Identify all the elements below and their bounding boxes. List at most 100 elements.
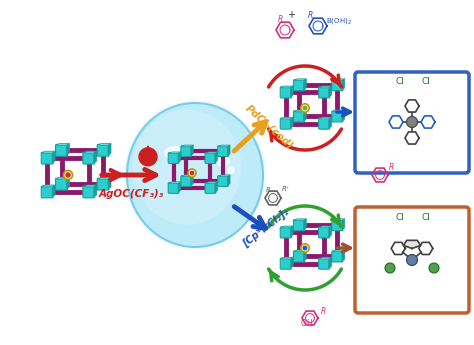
Circle shape (188, 169, 196, 177)
Polygon shape (294, 110, 306, 112)
FancyBboxPatch shape (293, 111, 305, 122)
Polygon shape (333, 110, 345, 112)
FancyBboxPatch shape (280, 227, 292, 238)
Polygon shape (42, 151, 55, 153)
Polygon shape (206, 182, 218, 184)
Polygon shape (291, 117, 293, 128)
Polygon shape (403, 240, 420, 248)
Polygon shape (281, 117, 293, 119)
FancyBboxPatch shape (332, 80, 343, 91)
FancyBboxPatch shape (319, 258, 330, 269)
FancyBboxPatch shape (181, 176, 191, 186)
Text: AgOC(CF₃)₃: AgOC(CF₃)₃ (99, 189, 164, 199)
Polygon shape (329, 117, 331, 128)
Polygon shape (228, 175, 230, 185)
Polygon shape (84, 185, 97, 187)
Polygon shape (219, 145, 230, 147)
Polygon shape (215, 152, 218, 162)
Polygon shape (319, 226, 331, 228)
Circle shape (301, 244, 310, 252)
Circle shape (139, 148, 157, 166)
Polygon shape (333, 79, 345, 81)
Ellipse shape (127, 103, 263, 247)
Ellipse shape (133, 109, 241, 225)
FancyBboxPatch shape (205, 183, 216, 193)
FancyBboxPatch shape (332, 111, 343, 122)
Polygon shape (169, 152, 181, 154)
Text: $R$: $R$ (320, 305, 327, 316)
Polygon shape (291, 257, 293, 268)
Polygon shape (191, 145, 193, 156)
FancyBboxPatch shape (205, 153, 216, 164)
Polygon shape (281, 257, 293, 259)
Text: Cl: Cl (396, 77, 404, 86)
Polygon shape (108, 144, 111, 155)
Text: Cl: Cl (396, 213, 404, 222)
FancyBboxPatch shape (293, 251, 305, 262)
Polygon shape (143, 146, 154, 157)
Polygon shape (182, 145, 193, 147)
FancyBboxPatch shape (181, 146, 191, 157)
Circle shape (64, 170, 73, 180)
Circle shape (385, 263, 395, 273)
Polygon shape (94, 151, 97, 163)
FancyBboxPatch shape (319, 118, 330, 129)
FancyBboxPatch shape (293, 220, 305, 231)
Ellipse shape (126, 101, 264, 248)
FancyBboxPatch shape (41, 186, 53, 198)
Polygon shape (228, 145, 230, 156)
Ellipse shape (124, 99, 266, 250)
Polygon shape (303, 250, 306, 261)
Text: PdCl₂(cod): PdCl₂(cod) (243, 103, 295, 151)
FancyBboxPatch shape (218, 146, 228, 157)
Text: $+$: $+$ (288, 9, 297, 20)
FancyBboxPatch shape (355, 207, 469, 313)
Ellipse shape (124, 100, 266, 250)
Circle shape (216, 153, 230, 167)
Polygon shape (281, 86, 293, 88)
Polygon shape (98, 144, 111, 145)
Circle shape (302, 105, 308, 111)
Text: [Cp*IrCl₂]₂: [Cp*IrCl₂]₂ (241, 207, 291, 249)
Polygon shape (303, 219, 306, 230)
Polygon shape (291, 86, 293, 97)
Polygon shape (108, 177, 111, 189)
Polygon shape (329, 86, 331, 97)
Circle shape (302, 245, 308, 251)
Polygon shape (291, 226, 293, 237)
Polygon shape (182, 175, 193, 177)
FancyBboxPatch shape (83, 186, 95, 198)
Text: $R$: $R$ (265, 185, 271, 194)
Polygon shape (342, 110, 345, 121)
Polygon shape (294, 79, 306, 81)
Polygon shape (319, 257, 331, 259)
FancyBboxPatch shape (293, 80, 305, 91)
Polygon shape (169, 182, 181, 184)
Text: $\mathrm{OH}$: $\mathrm{OH}$ (300, 317, 312, 328)
Circle shape (407, 117, 418, 128)
Ellipse shape (125, 101, 265, 249)
Polygon shape (191, 175, 193, 185)
Polygon shape (294, 219, 306, 221)
Polygon shape (319, 117, 331, 119)
Circle shape (65, 172, 71, 178)
FancyBboxPatch shape (83, 152, 95, 164)
Polygon shape (333, 250, 345, 252)
Polygon shape (94, 185, 97, 197)
Polygon shape (56, 177, 69, 179)
Ellipse shape (164, 146, 186, 160)
Text: $R$: $R$ (307, 9, 313, 20)
FancyBboxPatch shape (280, 118, 292, 129)
Text: Cl: Cl (421, 213, 430, 222)
Polygon shape (333, 219, 345, 221)
Circle shape (301, 104, 310, 112)
Polygon shape (178, 152, 181, 162)
Circle shape (189, 170, 195, 176)
Polygon shape (219, 175, 230, 177)
Polygon shape (294, 250, 306, 252)
Polygon shape (98, 177, 111, 179)
Polygon shape (342, 250, 345, 261)
Text: $R'$: $R'$ (281, 184, 290, 194)
Polygon shape (66, 144, 69, 155)
FancyBboxPatch shape (280, 87, 292, 98)
